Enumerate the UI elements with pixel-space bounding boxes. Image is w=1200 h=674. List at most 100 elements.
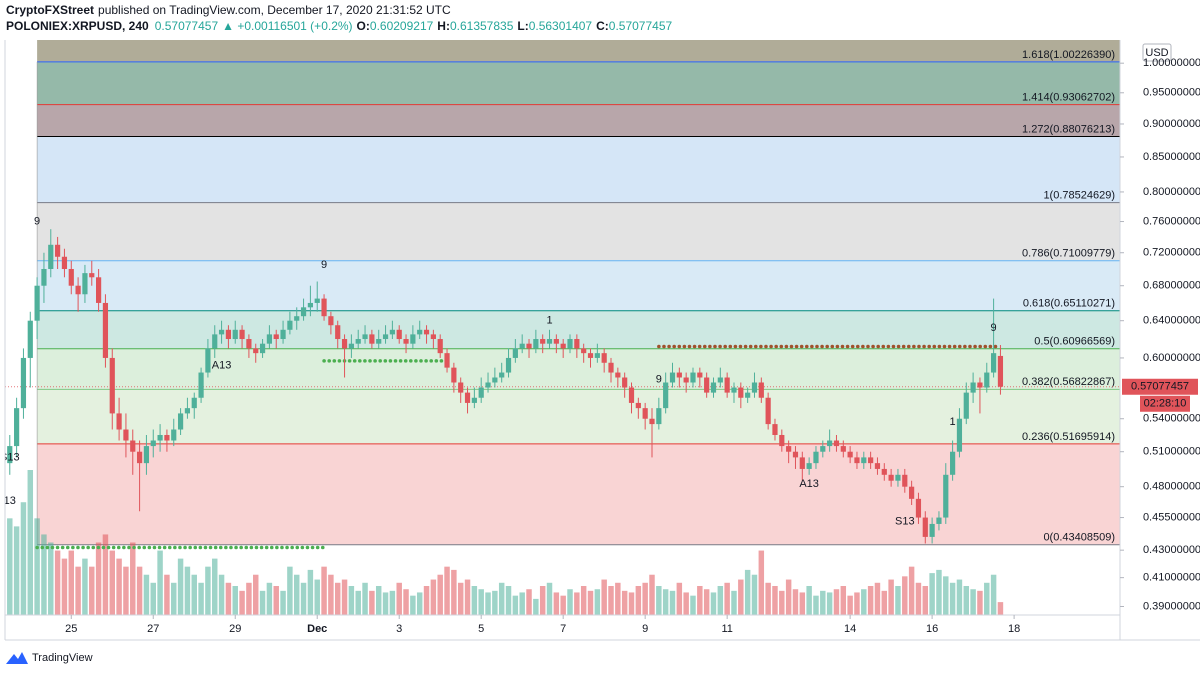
fib-zone — [37, 104, 1120, 137]
volume-bar — [20, 502, 27, 615]
candle-body — [833, 440, 840, 447]
volume-bar — [68, 550, 75, 615]
candle-body — [704, 377, 710, 393]
volume-bar — [615, 582, 621, 615]
volume-bar — [929, 573, 935, 615]
y-tick-label: 0.41000000 — [1143, 572, 1200, 584]
candle-body — [198, 372, 204, 398]
candle-body — [956, 418, 963, 452]
candle-body — [792, 451, 799, 458]
candle-body — [512, 348, 518, 358]
volume-bar — [198, 582, 204, 615]
candle-body — [20, 357, 27, 409]
x-tick-label: 18 — [1008, 623, 1020, 635]
candle-body — [881, 468, 887, 475]
x-tick-label: 14 — [844, 623, 856, 635]
volume-bar — [820, 590, 826, 615]
volume-bar — [833, 589, 840, 615]
volume-bar — [266, 582, 273, 615]
candle-body — [888, 474, 894, 481]
candle-body — [27, 320, 33, 358]
volume-bar — [902, 576, 908, 615]
candle-body — [437, 339, 443, 354]
volume-bar — [587, 590, 594, 615]
ohlc-key: H: — [437, 19, 450, 33]
candle-body — [492, 377, 498, 383]
volume-bar — [403, 589, 409, 615]
volume-bar — [430, 579, 437, 615]
candle-body — [212, 334, 218, 349]
volume-bar — [826, 592, 833, 615]
candle-body — [929, 523, 935, 537]
volume-bar — [273, 586, 279, 615]
volume-bar — [956, 579, 963, 615]
volume-bar — [239, 590, 245, 615]
candle-body — [751, 382, 758, 393]
candle-body — [341, 339, 348, 349]
candle-body — [635, 402, 641, 409]
candle-body — [840, 446, 846, 452]
candle-body — [772, 424, 778, 435]
y-tick-label: 0.43000000 — [1143, 544, 1200, 556]
candle-body — [287, 320, 293, 330]
volume-bar — [847, 595, 853, 615]
y-tick-label: 0.85000000 — [1143, 151, 1200, 163]
volume-bar — [943, 576, 949, 615]
volume-bar — [218, 574, 225, 615]
volume-bar — [977, 590, 983, 615]
volume-bar — [7, 518, 13, 615]
candle-body — [96, 277, 102, 303]
x-tick-label: 11 — [721, 623, 732, 635]
candle-body — [273, 334, 279, 340]
candle-body — [786, 446, 792, 452]
candle-body — [348, 343, 354, 349]
volume-bar — [457, 582, 464, 615]
volume-bar — [321, 566, 327, 615]
volume-bar — [997, 602, 1004, 615]
candle-body — [218, 329, 225, 335]
fib-zone — [37, 61, 1120, 105]
ohlc-key: L: — [517, 19, 528, 33]
volume-bar — [765, 582, 771, 615]
volume-bar — [676, 582, 683, 615]
volume-bar — [662, 589, 669, 615]
volume-bar — [143, 574, 150, 615]
candle-body — [417, 329, 423, 335]
volume-bar — [171, 582, 177, 615]
candle-body — [300, 307, 307, 317]
candle-body — [389, 329, 395, 335]
y-tick-label: 0.90000000 — [1143, 118, 1200, 130]
volume-bar — [970, 589, 976, 615]
candle-body — [642, 408, 648, 419]
volume-bar — [703, 589, 710, 615]
candle-body — [915, 498, 922, 518]
candle-body — [963, 392, 969, 419]
candle-body — [164, 434, 170, 441]
candle-body — [560, 343, 566, 349]
ohlc-value: 0.57077457 — [609, 19, 673, 33]
candle-body — [649, 418, 655, 425]
candle-body — [628, 387, 635, 403]
candle-body — [171, 429, 177, 441]
td-annotation: S13 — [0, 451, 20, 463]
volume-bar — [369, 590, 375, 615]
y-tick-label: 0.60000000 — [1143, 352, 1200, 364]
candle-body — [184, 408, 191, 414]
candle-body — [806, 463, 812, 469]
volume-bar — [710, 592, 717, 615]
candle-body — [335, 325, 341, 340]
candle-body — [553, 339, 559, 344]
candle-body — [581, 348, 587, 354]
volume-bar — [505, 586, 512, 615]
volume-bar — [471, 586, 478, 615]
x-tick-label: 29 — [229, 623, 241, 635]
volume-bar — [785, 579, 792, 615]
volume-bar — [130, 542, 136, 615]
volume-bar — [498, 582, 505, 615]
volume-bar — [389, 590, 396, 615]
volume-bar — [478, 589, 484, 615]
volume-bar — [792, 589, 799, 615]
fib-label: 0.382(0.56822867) — [1022, 376, 1115, 388]
fib-zone — [37, 389, 1120, 444]
